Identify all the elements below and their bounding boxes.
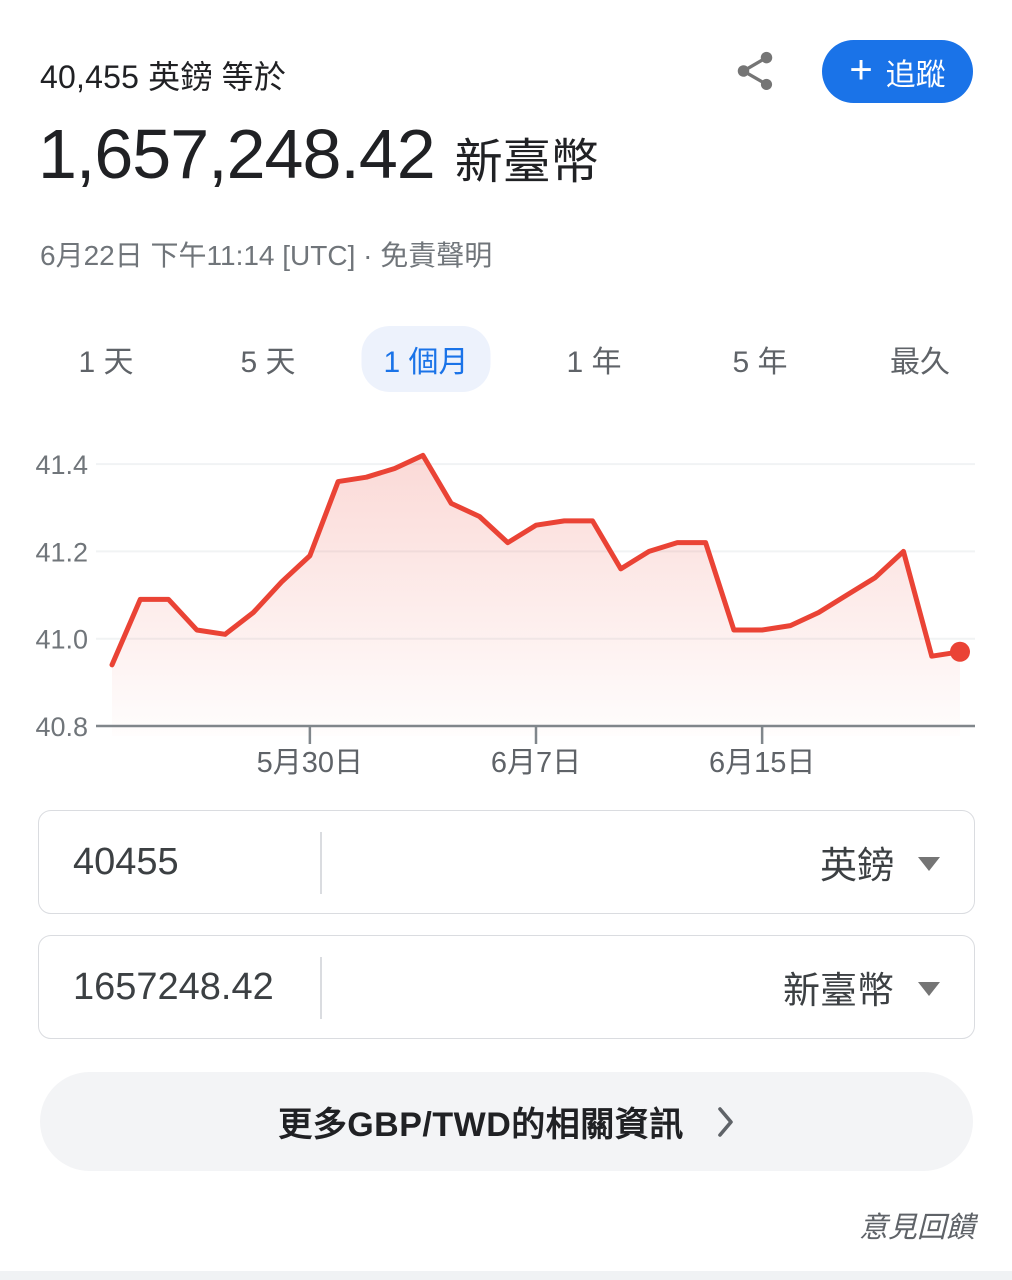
from-currency-selector[interactable]: 英鎊: [800, 811, 974, 913]
chevron-right-icon: [716, 1106, 735, 1138]
plus-icon: +: [849, 48, 873, 92]
field-divider: [320, 957, 322, 1019]
share-button[interactable]: [730, 46, 780, 96]
converted-amount-row: 1,657,248.42 新臺幣: [38, 115, 599, 193]
from-amount-input[interactable]: [39, 840, 289, 884]
exchange-rate-chart[interactable]: 41.4 41.2 41.0 40.8 5月30日 6月7日 6月15日: [0, 430, 1012, 790]
more-info-label: 更多GBP/TWD的相關資訊: [278, 1106, 684, 1144]
share-icon: [732, 48, 778, 94]
tab-5-days[interactable]: 5 天: [240, 346, 296, 379]
timestamp: 6月22日 下午11:14 [UTC] ·: [40, 240, 381, 271]
caret-down-icon: [918, 982, 940, 996]
disclaimer-link[interactable]: 免責聲明: [380, 240, 493, 271]
converted-amount-currency: 新臺幣: [454, 136, 599, 189]
caret-down-icon: [918, 857, 940, 871]
follow-button-label: 追蹤: [885, 58, 946, 92]
tab-1-month[interactable]: 1 個月: [361, 326, 491, 392]
from-amount-card: 英鎊: [38, 810, 975, 914]
feedback-link[interactable]: 意見回饋: [858, 1212, 975, 1244]
tab-5-years[interactable]: 5 年: [732, 346, 788, 379]
tab-max[interactable]: 最久: [890, 346, 950, 379]
section-divider: [0, 1271, 1012, 1280]
svg-text:40.8: 40.8: [35, 712, 88, 742]
from-currency-label: 英鎊: [820, 845, 894, 886]
converted-amount: 1,657,248.42: [38, 115, 436, 193]
svg-text:6月7日: 6月7日: [491, 747, 581, 779]
tab-1-year[interactable]: 1 年: [566, 346, 622, 379]
svg-text:41.4: 41.4: [35, 450, 88, 480]
svg-text:41.0: 41.0: [35, 625, 88, 655]
to-currency-selector[interactable]: 新臺幣: [763, 936, 974, 1038]
to-amount-card: 新臺幣: [38, 935, 975, 1039]
time-range-tabs: 1 天 5 天 1 個月 1 年 5 年 最久: [0, 318, 1012, 392]
field-divider: [320, 832, 322, 894]
tab-1-day[interactable]: 1 天: [78, 346, 134, 379]
svg-text:41.2: 41.2: [35, 537, 88, 567]
conversion-subtitle: 40,455 英鎊 等於: [40, 59, 287, 95]
svg-text:5月30日: 5月30日: [257, 747, 363, 779]
to-currency-label: 新臺幣: [783, 970, 894, 1011]
follow-button[interactable]: + 追蹤: [822, 40, 973, 103]
more-info-button[interactable]: 更多GBP/TWD的相關資訊: [40, 1072, 973, 1171]
svg-text:6月15日: 6月15日: [709, 747, 815, 779]
timestamp-row: 6月22日 下午11:14 [UTC] · 免責聲明: [40, 234, 492, 274]
to-amount-input[interactable]: [39, 965, 289, 1009]
